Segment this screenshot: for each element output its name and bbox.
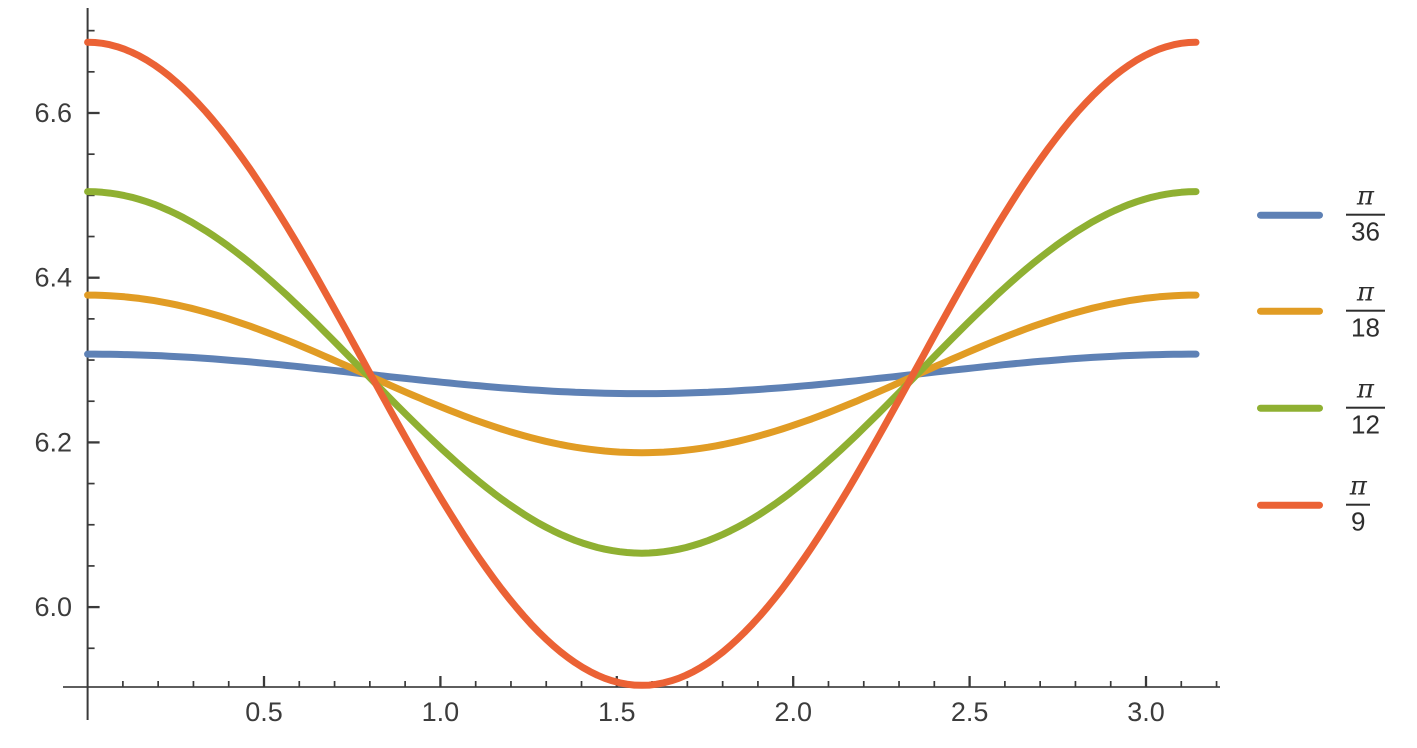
series-line-12	[84, 188, 1200, 557]
y-tick-label: 6.2	[34, 427, 72, 457]
series-line-18	[84, 291, 1200, 457]
series-line-9	[84, 38, 1200, 689]
x-tick-label: 2.0	[774, 697, 812, 727]
x-tick-label: 0.5	[245, 697, 283, 727]
x-tick-label: 3.0	[1127, 697, 1165, 727]
y-tick-label: 6.4	[34, 263, 72, 293]
x-tick-label: 2.5	[951, 697, 989, 727]
y-tick-label: 6.6	[34, 98, 72, 128]
series-line-36	[84, 350, 1200, 398]
y-tick-label: 6.0	[34, 592, 72, 622]
x-tick-label: 1.0	[422, 697, 460, 727]
x-tick-label: 1.5	[598, 697, 636, 727]
